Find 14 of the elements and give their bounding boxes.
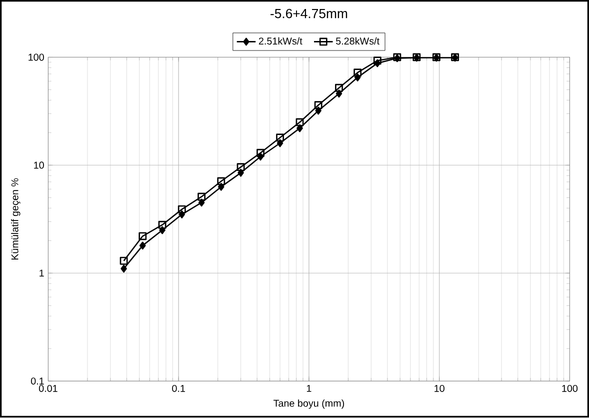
y-tick-label: 100 [28, 54, 44, 61]
x-tick-label: 10 [434, 385, 444, 392]
x-tick-label: 0.01 [38, 385, 58, 392]
y-tick-label: 0.1 [30, 378, 44, 385]
y-axis-title: Kümülatif geçen % [11, 178, 20, 260]
x-axis-title: Tane boyu (mm) [273, 400, 344, 409]
x-tick-label: 100 [562, 385, 578, 392]
x-tick-label: 1 [306, 385, 312, 392]
chart-title: -5.6+4.75mm [270, 9, 348, 18]
legend-label: 2.51kWs/t [258, 38, 302, 45]
legend-label: 5.28kWs/t [336, 38, 380, 45]
y-tick-label: 10 [34, 162, 44, 169]
y-tick-label: 1 [40, 270, 44, 277]
x-tick-label: 0.1 [172, 385, 185, 392]
